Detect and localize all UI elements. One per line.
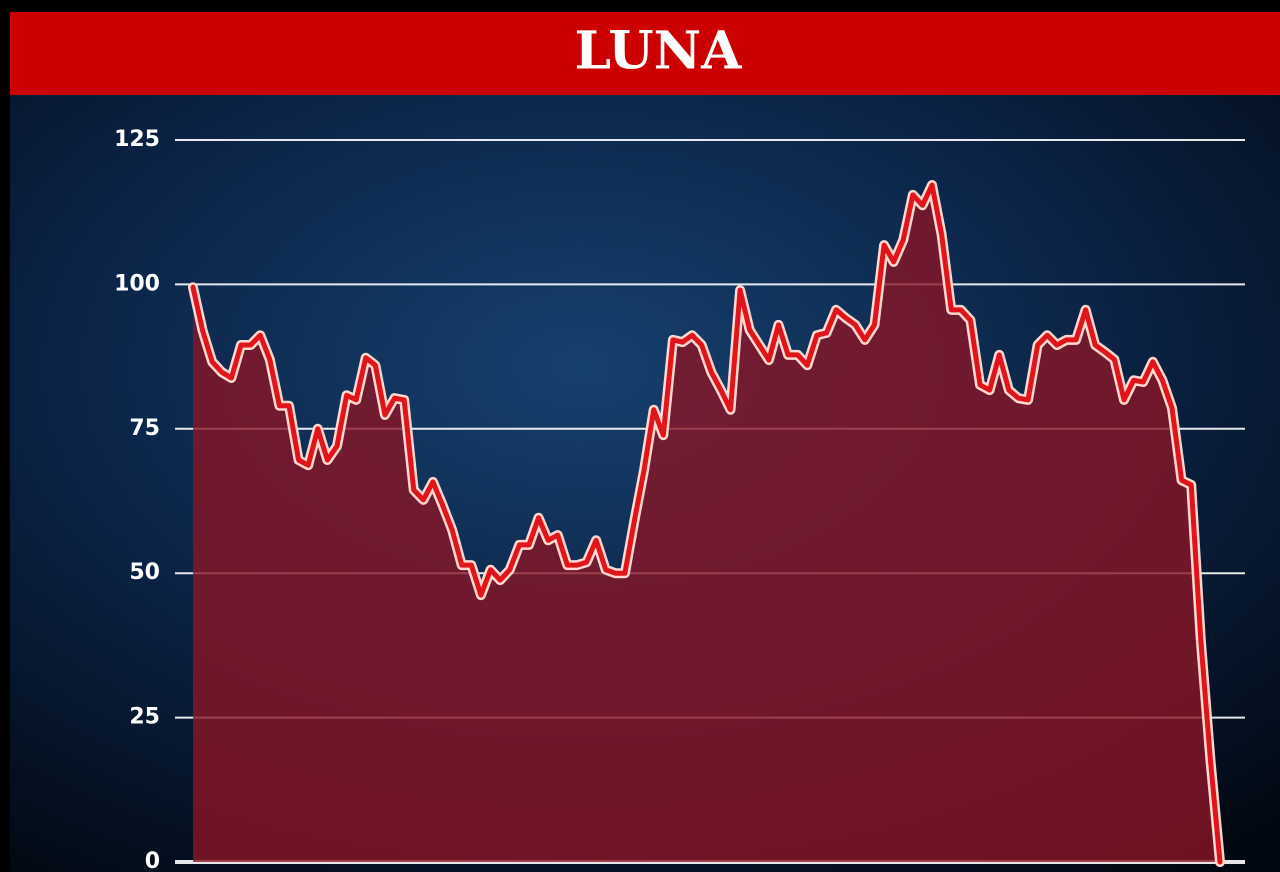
- y-tick-label: 25: [129, 705, 160, 730]
- plot: 0 25 50 75 100 125: [114, 127, 1245, 872]
- area: [193, 185, 1220, 862]
- y-tick-label: 125: [114, 127, 160, 152]
- y-tick-label: 100: [114, 271, 160, 296]
- y-tick-label: 75: [129, 416, 160, 441]
- y-tick-label: 0: [145, 849, 160, 872]
- y-tick-label: 50: [129, 560, 160, 585]
- chart-title: LUNA: [575, 21, 743, 82]
- title-banner: [10, 12, 1280, 95]
- line: [190, 182, 1223, 865]
